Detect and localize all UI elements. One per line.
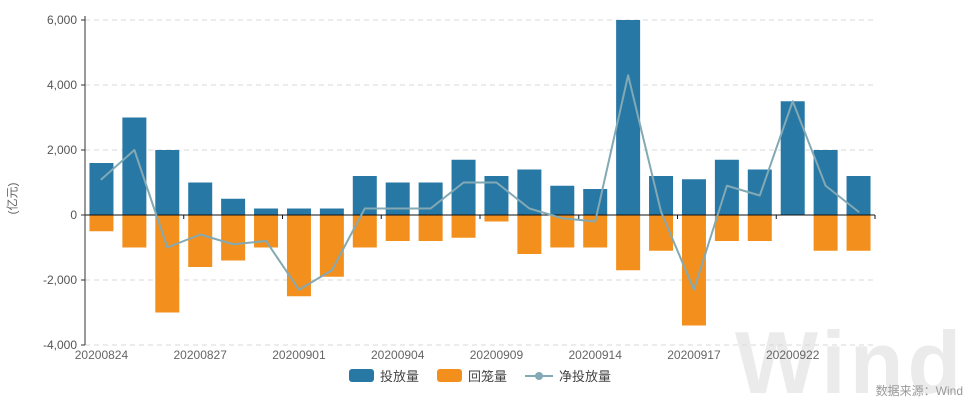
legend-item-net: 净投放量 [525, 366, 611, 385]
withdrawal-bar [484, 215, 509, 222]
legend-label-injection: 投放量 [379, 369, 419, 384]
y-tick-label: 0 [70, 208, 77, 222]
withdrawal-bar [122, 215, 147, 248]
injection-bar [254, 208, 279, 215]
withdrawal-bar [286, 215, 311, 297]
injection-bar [418, 182, 443, 215]
injection-bar [319, 208, 344, 215]
legend-item-injection: 投放量 [348, 366, 419, 385]
net-injection-line [100, 74, 860, 291]
y-tick-label: 6,000 [47, 13, 77, 27]
legend-label-net: 净投放量 [559, 369, 612, 384]
withdrawal-bar [319, 215, 344, 277]
omo-chart-figure: Wind -4,000 -2,000 0 2,000 4,000 6,000 2020082… [5, 13, 964, 412]
withdrawal-bar [846, 215, 871, 251]
x-tick-label: 20200922 [766, 348, 820, 362]
injection-bar [385, 182, 410, 215]
withdrawal-bar [747, 215, 772, 241]
injection-bar [846, 176, 871, 215]
net-line-dot-icon [535, 371, 543, 380]
withdrawal-bar [221, 215, 246, 261]
x-tick-label: 20200901 [272, 348, 326, 362]
y-axis-title: (亿元) [5, 182, 20, 215]
withdrawal-bar [352, 215, 377, 248]
withdrawal-bar [714, 215, 739, 241]
withdrawal-bar [451, 215, 476, 238]
injection-bar [616, 20, 641, 215]
legend: 投放量 回笼量 净投放量 [85, 366, 875, 385]
data-source-note: 数据来源：Wind [875, 384, 963, 398]
injection-bar [583, 189, 608, 215]
withdrawal-bar [89, 215, 114, 232]
injection-bar [155, 150, 180, 215]
injection-bar [813, 150, 838, 215]
withdrawal-bar [550, 215, 575, 248]
y-tick-label: 4,000 [47, 78, 77, 92]
injection-bar [221, 198, 246, 215]
withdrawal-bar [813, 215, 838, 251]
withdrawal-bar [616, 215, 641, 271]
withdrawal-bar [517, 215, 542, 254]
x-tick-label: 20200824 [75, 348, 129, 362]
injection-bar [122, 117, 147, 215]
withdrawal-bar [385, 215, 410, 241]
net-line-swatch [525, 371, 553, 380]
chart-canvas: -4,000 -2,000 0 2,000 4,000 6,000 20200824 2020… [43, 13, 876, 362]
y-tick-label: -4,000 [43, 338, 77, 352]
x-tick-label: 20200904 [371, 348, 425, 362]
withdrawal-bar [155, 215, 180, 313]
legend-label-withdrawal: 回笼量 [467, 369, 507, 384]
y-tick-label: 2,000 [47, 143, 77, 157]
y-tick-label: -2,000 [43, 273, 77, 287]
legend-item-withdrawal: 回笼量 [436, 366, 507, 385]
withdrawal-bar [188, 215, 213, 267]
x-tick-label: 20200914 [569, 348, 623, 362]
injection-bar [188, 182, 213, 215]
withdrawal-bar-swatch [436, 369, 462, 382]
injection-bar-swatch [348, 369, 374, 382]
injection-bar [550, 185, 575, 215]
injection-bar [286, 208, 311, 215]
x-tick-label: 20200827 [174, 348, 228, 362]
withdrawal-bar [418, 215, 443, 241]
x-tick-label: 20200909 [470, 348, 524, 362]
injection-bar [451, 159, 476, 215]
injection-bar [780, 101, 805, 215]
injection-bar [681, 179, 706, 215]
x-tick-label: 20200917 [667, 348, 721, 362]
wind-watermark: Wind [735, 313, 966, 412]
